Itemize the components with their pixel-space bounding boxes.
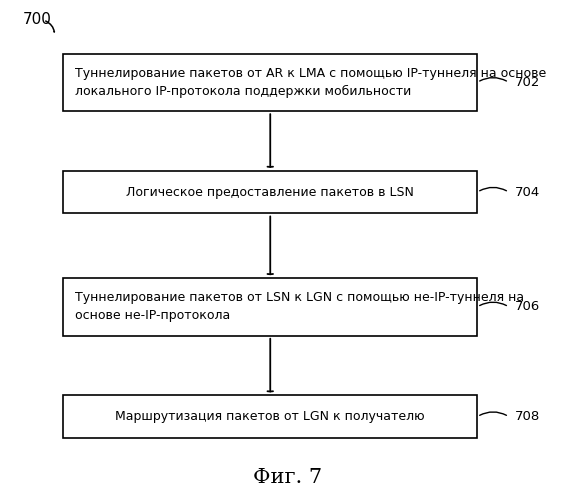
Text: Туннелирование пакетов от LSN к LGN с помощью не-IP-туннеля на
основе не-IP-прот: Туннелирование пакетов от LSN к LGN с по… [75, 291, 524, 322]
Text: Маршрутизация пакетов от LGN к получателю: Маршрутизация пакетов от LGN к получател… [116, 410, 425, 423]
FancyArrowPatch shape [45, 21, 55, 32]
FancyBboxPatch shape [63, 278, 477, 335]
FancyBboxPatch shape [63, 395, 477, 438]
Text: 706: 706 [515, 300, 540, 313]
FancyArrowPatch shape [480, 187, 507, 191]
Text: 708: 708 [515, 410, 540, 423]
Text: Фиг. 7: Фиг. 7 [253, 468, 322, 487]
FancyArrowPatch shape [480, 77, 507, 81]
FancyArrowPatch shape [480, 412, 507, 415]
Text: Логическое предоставление пакетов в LSN: Логическое предоставление пакетов в LSN [126, 186, 414, 199]
FancyBboxPatch shape [63, 171, 477, 214]
Text: Туннелирование пакетов от AR к LMA с помощью IP-туннеля на основе
локального IP-: Туннелирование пакетов от AR к LMA с пом… [75, 67, 546, 98]
Text: 702: 702 [515, 76, 540, 89]
Text: 700: 700 [23, 12, 52, 27]
Text: 704: 704 [515, 186, 540, 199]
FancyBboxPatch shape [63, 54, 477, 111]
FancyArrowPatch shape [480, 302, 507, 305]
